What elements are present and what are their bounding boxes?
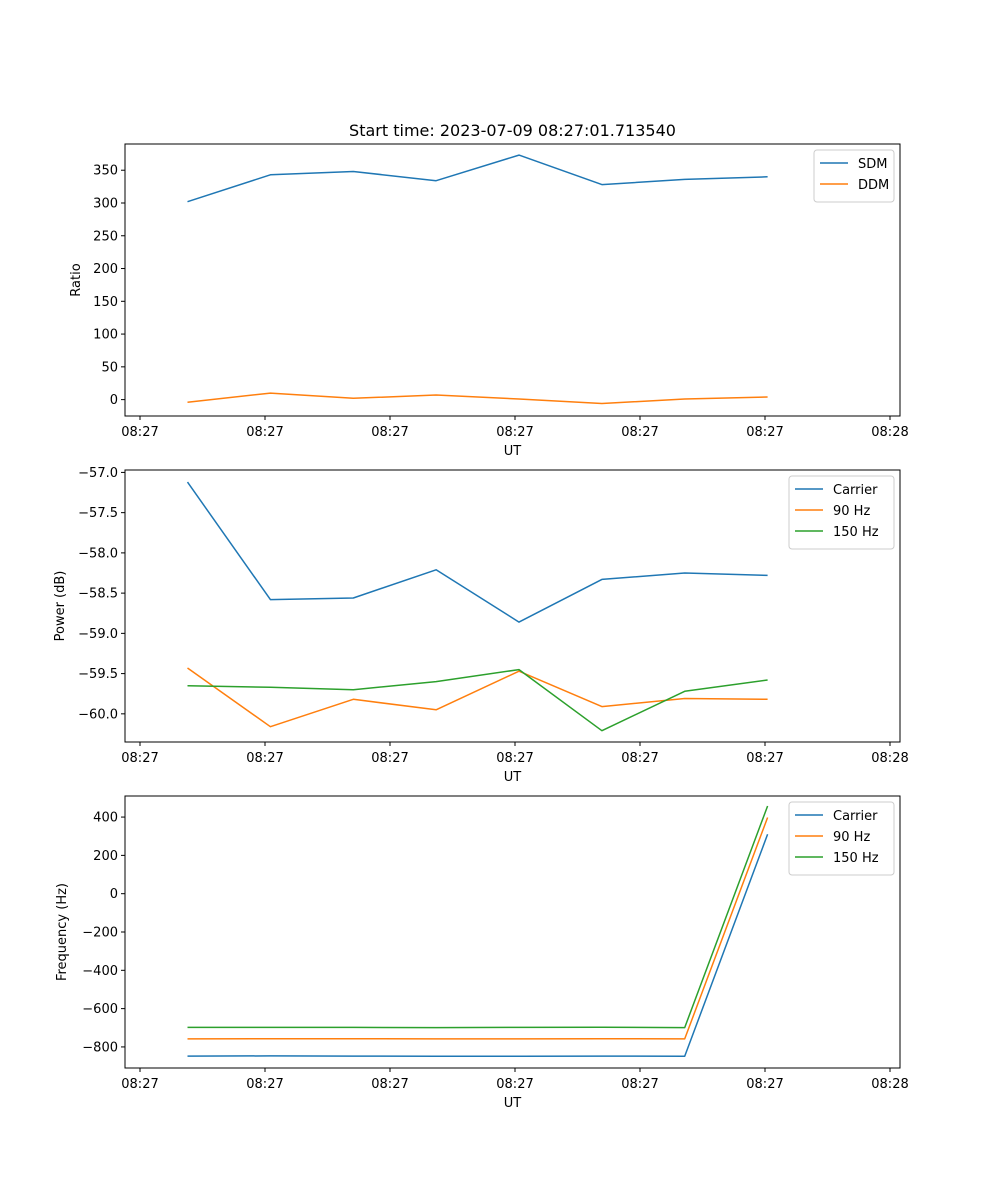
x-tick-label: 08:27 — [746, 425, 783, 440]
x-tick-label: 08:27 — [746, 1077, 783, 1092]
y-tick-label: −800 — [82, 1040, 118, 1055]
x-tick-label: 08:27 — [621, 1077, 658, 1092]
x-tick-label: 08:27 — [496, 425, 533, 440]
series-line-150-hz — [187, 668, 768, 732]
x-tick-label: 08:28 — [871, 1077, 908, 1092]
x-tick-label: 08:27 — [621, 751, 658, 766]
x-tick-label: 08:28 — [871, 425, 908, 440]
y-tick-label: −57.0 — [78, 466, 118, 481]
series-line-sdm — [187, 154, 768, 203]
x-tick-label: 08:27 — [621, 425, 658, 440]
y-tick-label: 100 — [93, 328, 118, 343]
x-tick-label: 08:27 — [496, 1077, 533, 1092]
y-tick-label: −59.0 — [78, 627, 118, 642]
legend-entry: 150 Hz — [833, 851, 879, 866]
y-tick-label: 400 — [93, 811, 118, 826]
y-tick-label: −600 — [82, 1002, 118, 1017]
legend: Carrier 90 Hz 150 Hz — [788, 475, 895, 550]
x-axis-label: UT — [504, 1096, 522, 1111]
legend-entry: Carrier — [833, 809, 878, 824]
legend-entry: 150 Hz — [833, 525, 879, 540]
x-tick-label: 08:27 — [371, 751, 408, 766]
axes-frame — [124, 469, 901, 743]
y-axis-label: Ratio — [69, 263, 84, 296]
x-tick-label: 08:27 — [246, 1077, 283, 1092]
x-tick-label: 08:27 — [246, 425, 283, 440]
x-tick-label: 08:27 — [371, 425, 408, 440]
x-tick-label: 08:27 — [746, 751, 783, 766]
x-tick-label: 08:27 — [121, 751, 158, 766]
subplot-2: 08:27 08:27 08:27 08:27 08:27 08:27 08:28 −60.0… — [53, 466, 909, 785]
series-line-150-hz — [187, 805, 769, 1029]
axes-frame — [124, 143, 901, 417]
subplot-3: 08:27 08:27 08:27 08:27 08:27 08:27 08:28 −800 −… — [55, 795, 909, 1111]
series-line-90-hz — [187, 667, 768, 728]
legend-entry: 90 Hz — [833, 830, 870, 845]
x-tick-label: 08:27 — [246, 751, 283, 766]
y-tick-label: 350 — [93, 164, 118, 179]
series-line-90-hz — [187, 817, 769, 1040]
legend-entry: 90 Hz — [833, 504, 870, 519]
y-tick-label: 250 — [93, 229, 118, 244]
legend-entry: DDM — [858, 178, 889, 193]
y-tick-label: 200 — [93, 262, 118, 277]
y-tick-label: −57.5 — [78, 506, 118, 521]
subplot-1: 08:27 08:27 08:27 08:27 08:27 08:27 08:28 0 50 10… — [69, 143, 909, 459]
y-tick-label: −59.5 — [78, 667, 118, 682]
legend-entry: SDM — [858, 157, 887, 172]
y-tick-label: 150 — [93, 295, 118, 310]
legend: Carrier 90 Hz 150 Hz — [788, 801, 895, 876]
x-tick-label: 08:27 — [371, 1077, 408, 1092]
x-axis-label: UT — [504, 770, 522, 785]
y-tick-label: −58.0 — [78, 546, 118, 561]
y-tick-label: 200 — [93, 849, 118, 864]
legend: SDM DDM — [813, 149, 895, 203]
x-tick-label: 08:28 — [871, 751, 908, 766]
y-tick-label: −200 — [82, 926, 118, 941]
y-tick-label: −60.0 — [78, 707, 118, 722]
y-tick-label: 300 — [93, 196, 118, 211]
y-tick-label: −58.5 — [78, 587, 118, 602]
x-tick-label: 08:27 — [121, 425, 158, 440]
series-line-ddm — [187, 392, 768, 405]
x-tick-label: 08:27 — [496, 751, 533, 766]
y-tick-label: 50 — [101, 360, 118, 375]
chart-title: Start time: 2023-07-09 08:27:01.713540 — [349, 121, 676, 140]
y-axis-label: Power (dB) — [53, 571, 68, 642]
legend-entry: Carrier — [833, 483, 878, 498]
x-axis-label: UT — [504, 444, 522, 459]
series-line-carrier — [187, 834, 769, 1058]
y-axis-label: Frequency (Hz) — [55, 883, 70, 981]
x-tick-label: 08:27 — [121, 1077, 158, 1092]
y-tick-label: −400 — [82, 964, 118, 979]
series-line-carrier — [186, 481, 768, 623]
y-tick-label: 0 — [110, 887, 118, 902]
y-tick-label: 0 — [110, 393, 118, 408]
